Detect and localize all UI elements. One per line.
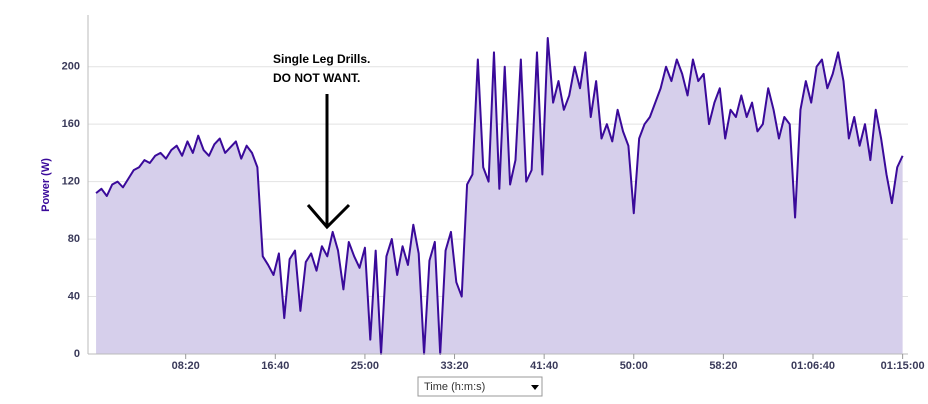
annotation: Single Leg Drills. [273,52,370,66]
x-tick-label: 16:40 [261,360,289,372]
y-tick-label: 120 [62,176,80,188]
x-axis-selector[interactable]: Time (h:m:s) [417,376,543,397]
annotation: DO NOT WANT. [273,71,360,85]
x-tick-label: 01:06:40 [791,360,835,372]
power-line [95,36,904,355]
dropdown-box[interactable] [417,376,543,397]
y-tick-label: 0 [74,348,80,360]
y-axis-label: Power (W) [40,158,52,212]
y-tick-label: 80 [68,233,80,245]
x-tick-label: 33:20 [440,360,468,372]
y-tick-label: 40 [68,290,80,302]
x-tick-label: 25:00 [351,360,379,372]
x-tick-label: 01:15:00 [881,360,925,372]
y-tick-label: 200 [62,61,80,73]
area [96,37,903,354]
dropdown-arrow[interactable] [531,385,539,390]
x-tick-label: 08:20 [172,360,200,372]
x-tick-label: 58:20 [709,360,737,372]
x-axis-label[interactable]: Time (h:m:s) [424,381,485,393]
y-tick-label: 160 [62,118,80,130]
x-tick-label: 50:00 [620,360,648,372]
x-tick-label: 41:40 [530,360,558,372]
arrow-head [306,203,351,230]
